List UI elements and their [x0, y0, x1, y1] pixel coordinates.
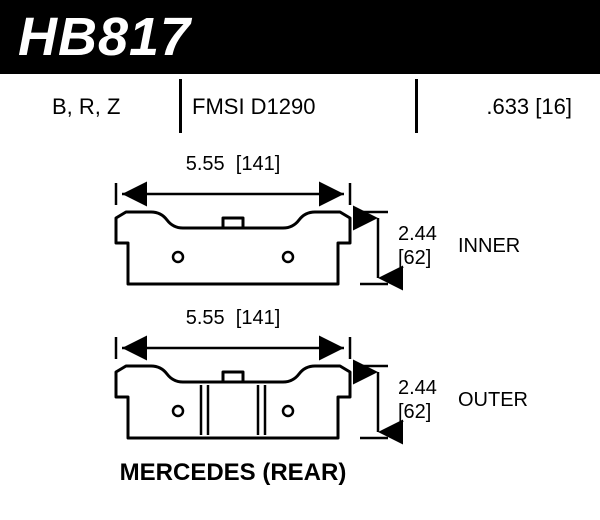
inner-label: INNER: [458, 235, 520, 257]
outer-width-text: 5.55 [141]: [186, 307, 281, 329]
outer-height-in: 2.44: [398, 377, 437, 399]
inner-height-in: 2.44: [398, 223, 437, 245]
info-row: B, R, Z FMSI D1290 .633 [16]: [0, 86, 600, 136]
inner-width-text: 5.55 [141]: [186, 153, 281, 175]
inner-pad-group: 5.55 [141] 2.44 [62] INNER: [116, 153, 520, 284]
inner-pad-outline: [116, 212, 350, 284]
inner-height-mm: [62]: [398, 247, 431, 269]
application-label: MERCEDES (REAR): [120, 459, 347, 486]
outer-width-mm: [141]: [236, 307, 280, 329]
divider-line-1: [179, 79, 182, 133]
header-bar: HB817: [0, 0, 600, 74]
thickness-in: .633: [486, 94, 529, 119]
thickness-mm: [16]: [535, 94, 572, 119]
diagram-area: 5.55 [141] 2.44 [62] INNER 5.55 [141]: [0, 140, 600, 500]
outer-pad-group: 5.55 [141] 2.44 [62] OUTER: [116, 307, 528, 438]
outer-label: OUTER: [458, 389, 528, 411]
part-number: HB817: [18, 6, 191, 68]
compound-codes: B, R, Z: [52, 94, 120, 120]
fmsi-code: FMSI D1290: [192, 94, 316, 120]
inner-width-mm: [141]: [236, 153, 280, 175]
divider-line-2: [415, 79, 418, 133]
outer-pad-outline: [116, 366, 350, 438]
thickness-value: .633 [16]: [486, 94, 572, 120]
outer-width-in: 5.55: [186, 307, 225, 329]
inner-width-in: 5.55: [186, 153, 225, 175]
pad-diagram-svg: 5.55 [141] 2.44 [62] INNER 5.55 [141]: [0, 140, 600, 520]
outer-height-mm: [62]: [398, 401, 431, 423]
